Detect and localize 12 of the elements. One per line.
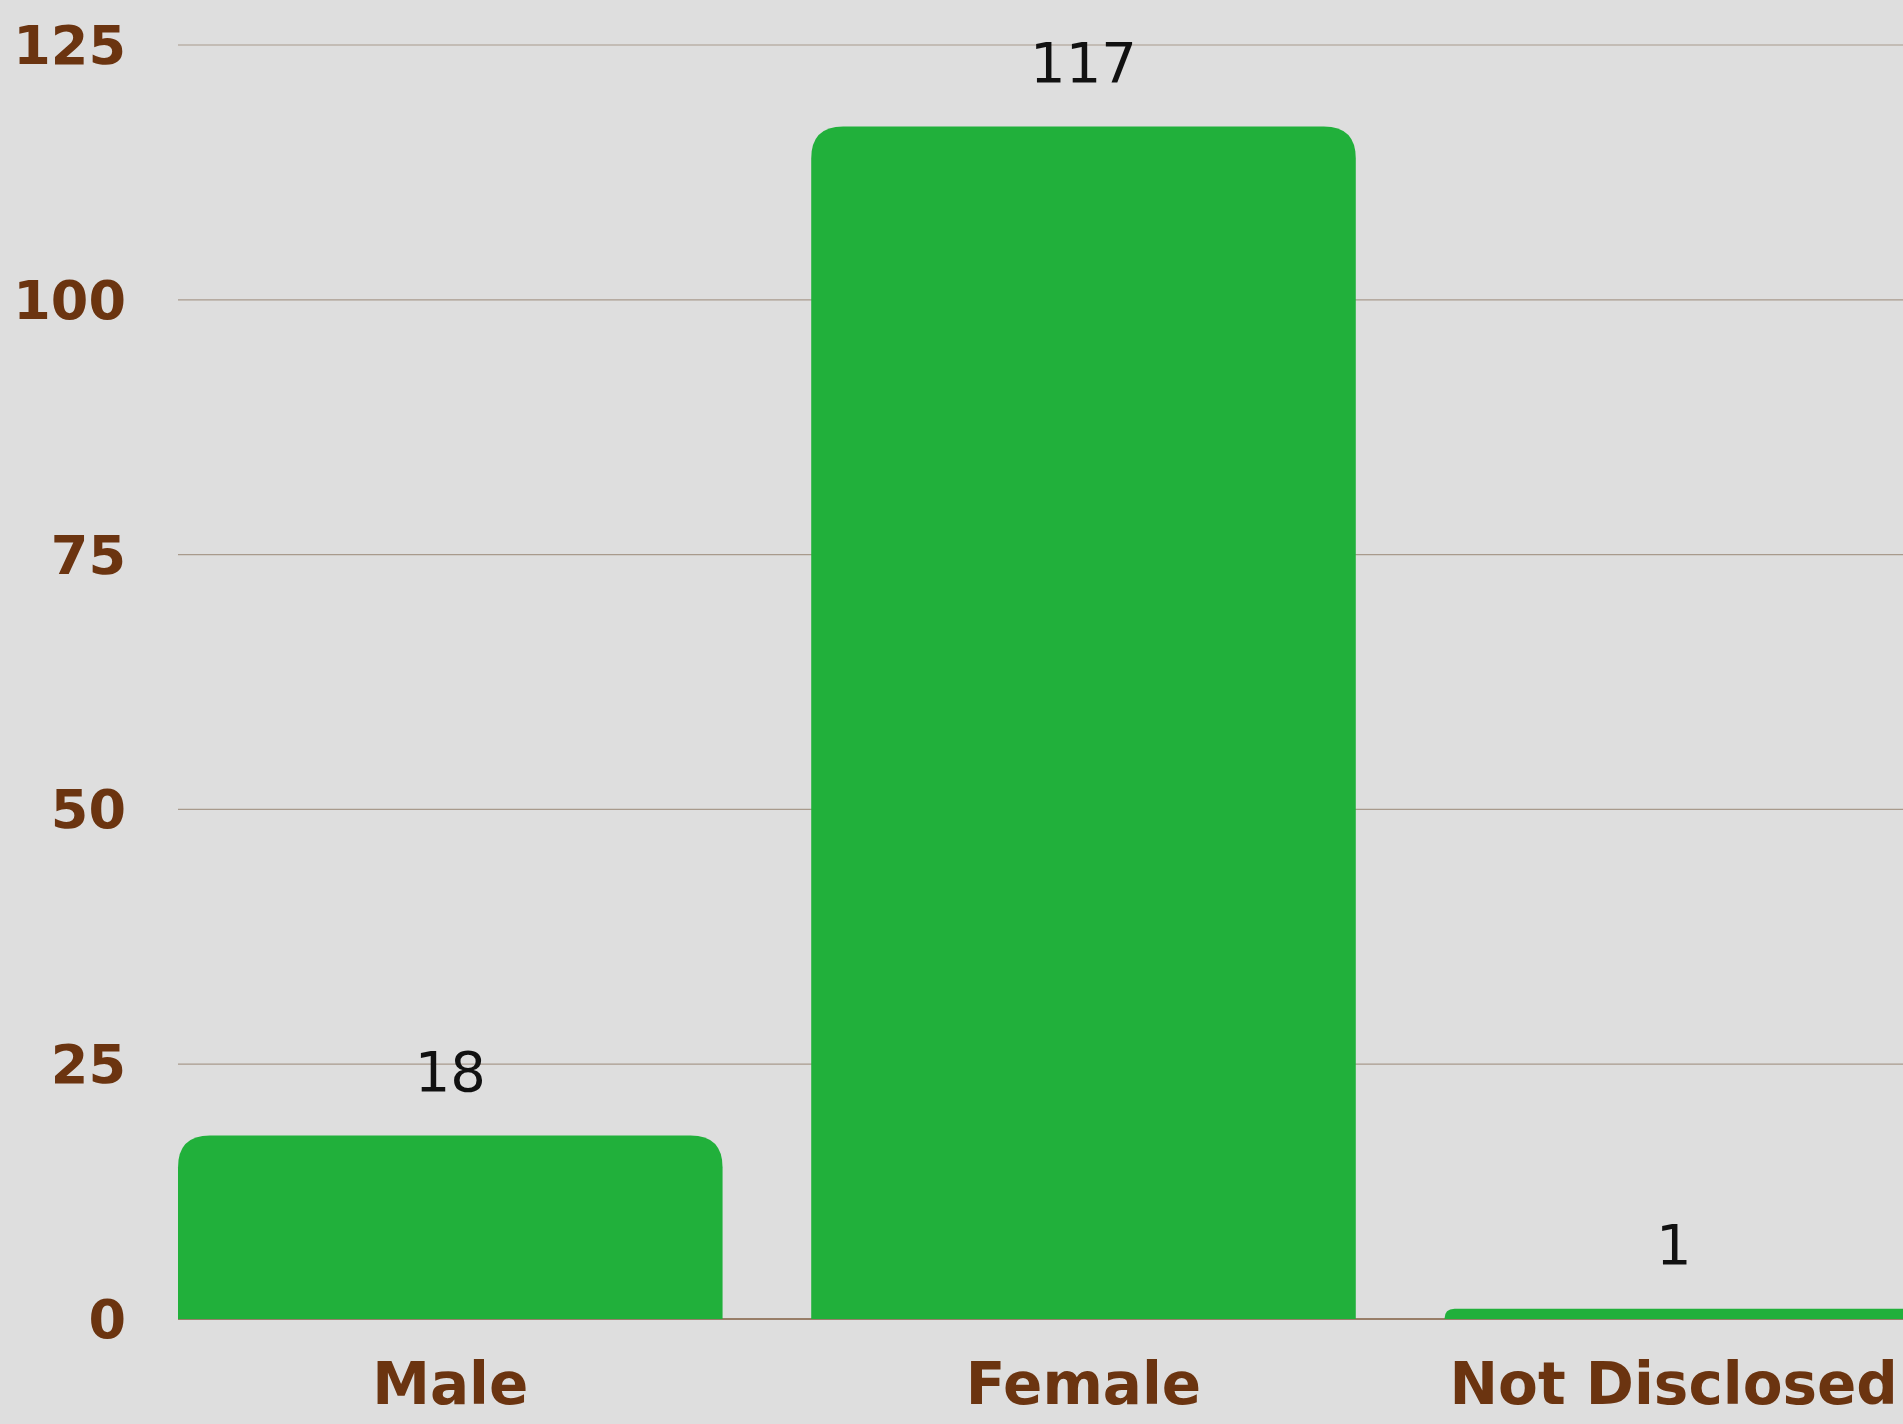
data-label: 1 [1655, 1211, 1692, 1277]
x-tick-label: Female [965, 1350, 1202, 1418]
data-label: 117 [1030, 29, 1137, 95]
y-tick-label: 50 [50, 778, 126, 842]
y-tick-label: 25 [50, 1033, 126, 1097]
data-label: 18 [414, 1038, 486, 1104]
x-tick-label: Male [372, 1350, 529, 1418]
y-tick-label: 0 [88, 1287, 126, 1351]
y-tick-label: 125 [13, 13, 126, 77]
y-tick-label: 75 [50, 523, 126, 587]
y-tick-label: 100 [13, 268, 126, 332]
x-tick-label: Not Disclosed [1449, 1350, 1898, 1418]
